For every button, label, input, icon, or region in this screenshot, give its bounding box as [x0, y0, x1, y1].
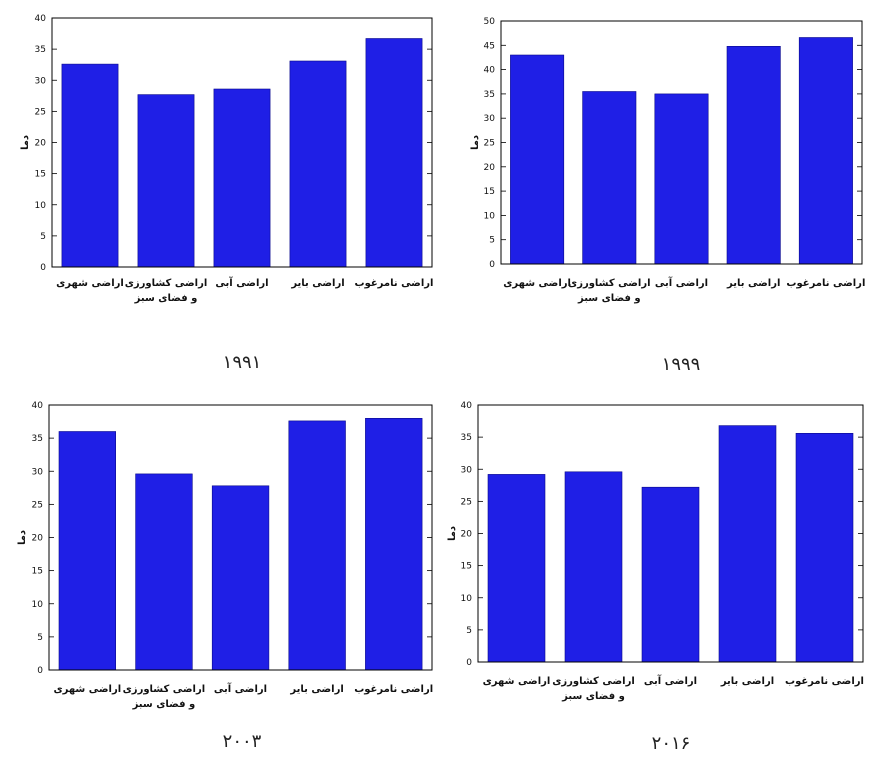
bar-0-0	[61, 63, 119, 268]
y-tick-label-3-7: 35	[461, 433, 472, 443]
bar-2-1	[135, 473, 193, 671]
y-tick-label-3-8: 40	[461, 401, 473, 411]
category-label-2-2-0: اراضی آبی	[214, 682, 267, 695]
y-axis-label-0: دما	[20, 135, 31, 150]
y-tick-label-1-9: 45	[484, 41, 495, 51]
category-label-0-1-1: و فضای سبز	[134, 293, 198, 304]
bar-1-1	[582, 91, 637, 265]
category-label-2-1-0: اراضی کشاورزی	[123, 684, 206, 695]
y-tick-label-1-4: 20	[484, 163, 496, 173]
y-tick-label-3-1: 5	[466, 626, 472, 636]
y-tick-label-0-0: 0	[40, 263, 46, 273]
y-axis-label-1: دما	[470, 135, 481, 150]
category-label-1-2-0: اراضی آبی	[655, 276, 708, 289]
y-tick-label-1-0: 0	[489, 260, 495, 270]
chart-caption-2: ۲۰۰۳	[223, 731, 262, 752]
y-axis-label-2: دما	[17, 530, 28, 545]
y-tick-label-0-6: 30	[35, 76, 47, 86]
y-tick-label-3-0: 0	[466, 658, 472, 668]
chart-panel-3: 0 5 10 15 20 25 30 35 40 دما اراضی شهری اراضی کشاور…	[447, 401, 864, 754]
category-label-3-1-0: اراضی کشاورزی	[552, 676, 635, 687]
bar-3-0	[487, 474, 546, 663]
y-tick-label-2-2: 10	[32, 600, 44, 610]
y-tick-label-0-7: 35	[35, 45, 46, 55]
bar-0-3	[289, 60, 347, 268]
y-tick-label-1-8: 40	[484, 66, 496, 76]
y-tick-label-1-2: 10	[484, 211, 496, 221]
bar-2-0	[58, 431, 117, 671]
bar-2-3	[288, 420, 346, 671]
bar-3-4	[795, 432, 854, 663]
y-tick-label-3-2: 10	[461, 594, 473, 604]
category-label-1-3-0: اراضی بایر	[726, 278, 780, 289]
chart-panel-0: 0 5 10 15 20 25 30 35 40 دما اراضی شهری اراضی کشاور…	[20, 14, 433, 373]
y-tick-label-0-5: 25	[35, 107, 46, 117]
y-tick-label-0-4: 20	[35, 139, 47, 149]
category-label-2-4-0: اراضی نامرغوب	[354, 684, 433, 695]
category-label-2-1-1: و فضای سبز	[132, 699, 196, 710]
y-tick-label-1-7: 35	[484, 90, 495, 100]
bar-3-3	[718, 425, 777, 663]
y-tick-label-0-8: 40	[35, 14, 47, 24]
bar-1-4	[798, 37, 853, 265]
category-label-1-1-1: و فضای سبز	[577, 293, 641, 304]
bar-3-1	[564, 471, 623, 663]
category-label-0-3-0: اراضی بایر	[290, 278, 344, 289]
category-label-3-1-1: و فضای سبز	[561, 691, 625, 702]
y-tick-label-2-3: 15	[32, 567, 43, 577]
category-label-3-0-0: اراضی شهری	[483, 676, 551, 687]
category-label-1-1-0: اراضی کشاورزی	[568, 278, 651, 289]
y-tick-label-3-5: 25	[461, 497, 472, 507]
y-tick-label-0-3: 15	[35, 170, 46, 180]
category-label-1-0-0: اراضی شهری	[503, 278, 571, 289]
bar-0-4	[365, 38, 423, 268]
y-tick-label-1-10: 50	[484, 17, 496, 27]
category-label-0-4-0: اراضی نامرغوب	[355, 278, 434, 289]
category-label-3-2-0: اراضی آبی	[644, 674, 697, 687]
category-label-0-0-0: اراضی شهری	[56, 278, 124, 289]
y-tick-label-3-3: 15	[461, 562, 472, 572]
bar-0-1	[137, 94, 195, 268]
y-tick-label-1-1: 5	[489, 236, 495, 246]
y-tick-label-2-0: 0	[37, 666, 43, 676]
category-label-2-3-0: اراضی بایر	[289, 684, 343, 695]
bar-0-2	[213, 88, 271, 268]
y-tick-label-0-1: 5	[40, 232, 46, 242]
bar-2-4	[365, 417, 423, 671]
category-label-0-1-0: اراضی کشاورزی	[125, 278, 208, 289]
y-tick-label-3-6: 30	[461, 465, 473, 475]
chart-panel-2: 0 5 10 15 20 25 30 35 40 دما اراضی شهری اراضی کشاور…	[17, 401, 433, 752]
bar-1-2	[654, 93, 709, 265]
bar-2-2	[211, 485, 270, 671]
chart-caption-3: ۲۰۱۶	[652, 733, 691, 754]
y-tick-label-2-1: 5	[37, 633, 43, 643]
y-tick-label-1-5: 25	[484, 139, 495, 149]
bar-3-2	[641, 486, 700, 663]
y-tick-label-2-8: 40	[32, 401, 44, 411]
category-label-1-4-0: اراضی نامرغوب	[786, 278, 865, 289]
y-tick-label-1-6: 30	[484, 114, 496, 124]
bar-1-3	[726, 45, 781, 265]
category-label-0-2-0: اراضی آبی	[215, 276, 268, 289]
y-tick-label-1-3: 15	[484, 187, 495, 197]
category-label-2-0-0: اراضی شهری	[53, 684, 121, 695]
y-tick-label-2-6: 30	[32, 467, 44, 477]
y-axis-label-3: دما	[447, 526, 458, 541]
y-tick-label-2-4: 20	[32, 534, 44, 544]
category-label-3-4-0: اراضی نامرغوب	[785, 676, 864, 687]
y-tick-label-0-2: 10	[35, 201, 47, 211]
chart-caption-1: ۱۹۹۹	[662, 354, 701, 375]
category-label-3-3-0: اراضی بایر	[720, 676, 774, 687]
chart-caption-0: ۱۹۹۱	[223, 352, 262, 373]
y-tick-label-3-4: 20	[461, 530, 473, 540]
y-tick-label-2-5: 25	[32, 500, 43, 510]
y-tick-label-2-7: 35	[32, 434, 43, 444]
bar-1-0	[510, 54, 565, 265]
